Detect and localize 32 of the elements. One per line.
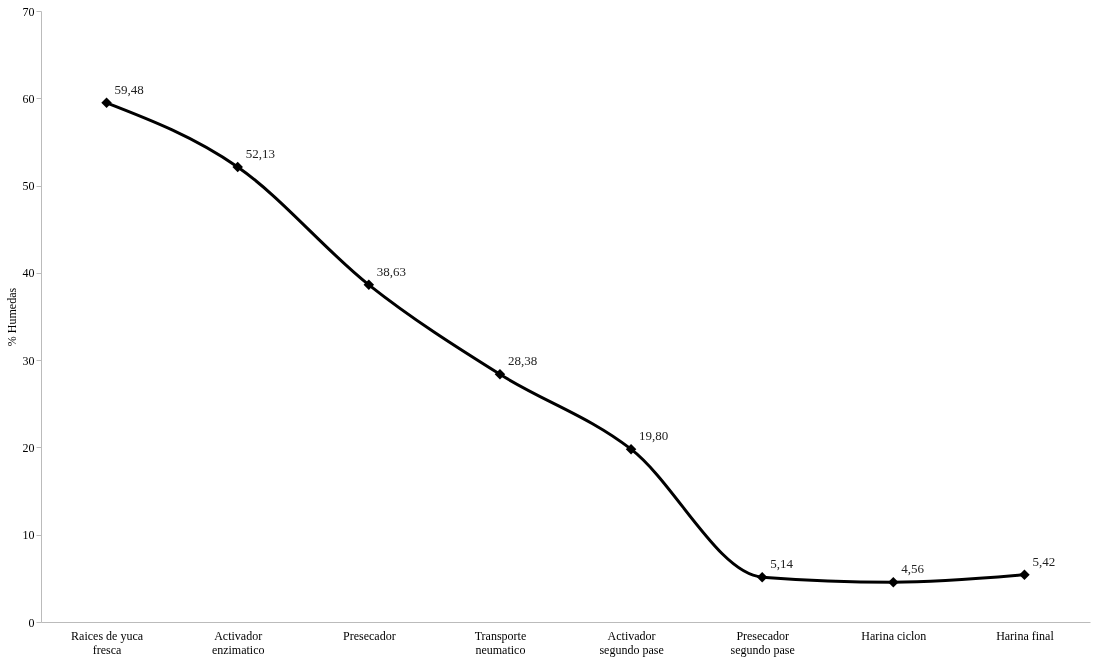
y-tick-label: 20 [22, 440, 35, 455]
y-tick-label: 60 [22, 91, 35, 106]
data-label: 52,13 [245, 145, 275, 161]
point [232, 161, 243, 173]
data-label: 19,80 [639, 428, 669, 444]
point [494, 369, 506, 380]
y-tick-label: 10 [22, 528, 35, 543]
x-tick-label: Raices de yuca fresca [71, 628, 144, 657]
y-tick-label: 70 [22, 4, 35, 19]
x-tick-label: Presecador [342, 628, 396, 643]
x-tick-label: Harina final [996, 628, 1055, 643]
x-tick-label: Activador segundo pase [599, 628, 664, 657]
point [888, 576, 899, 588]
x-tick-label: Presecador segundo pase [730, 628, 795, 657]
data-label: 4,56 [901, 561, 925, 577]
y-tick-label: 40 [22, 266, 35, 281]
data-label: 5,42 [1032, 553, 1056, 569]
y-tick-label: 0 [28, 615, 35, 630]
data-label: 5,14 [770, 556, 794, 572]
y-tick-label: 50 [22, 179, 35, 194]
point [625, 443, 637, 455]
point [1019, 569, 1030, 580]
point [101, 97, 112, 109]
x-tick-label: Activador enzimatico [211, 628, 265, 657]
data-label: 28,38 [507, 353, 538, 369]
data-label: 38,63 [376, 263, 407, 279]
x-tick-label: Transporte neumatico [474, 628, 527, 657]
x-tick-label: Harina ciclon [861, 628, 927, 643]
y-axis-title: % Humedas [4, 287, 19, 347]
data-label: 59,48 [114, 81, 144, 97]
y-tick-label: 30 [22, 353, 35, 368]
point [363, 279, 375, 291]
